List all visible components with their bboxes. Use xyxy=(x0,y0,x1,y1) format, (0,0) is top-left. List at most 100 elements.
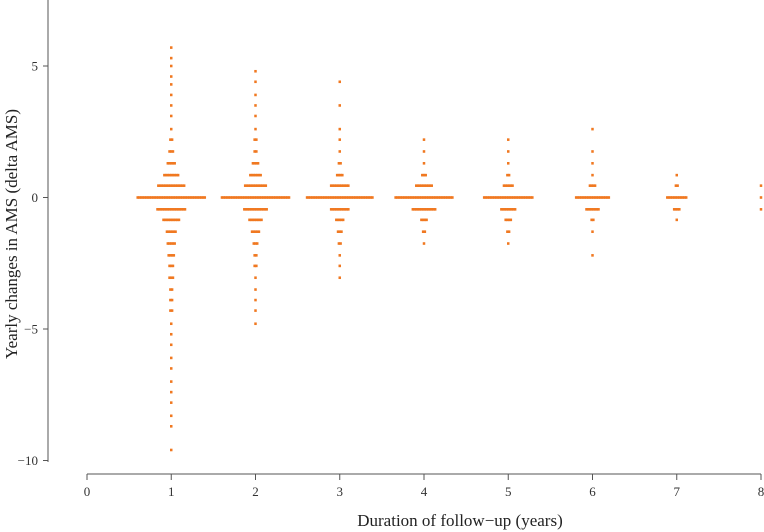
data-point xyxy=(669,196,672,199)
data-point xyxy=(359,196,362,199)
data-point xyxy=(244,196,248,199)
data-point xyxy=(333,184,336,187)
x-tick-label: 5 xyxy=(505,484,512,499)
data-point xyxy=(284,196,287,199)
data-point xyxy=(170,401,173,404)
data-point xyxy=(254,173,257,177)
data-point xyxy=(160,184,164,187)
data-point xyxy=(430,184,433,187)
data-point xyxy=(156,208,159,211)
data-point xyxy=(333,208,336,211)
data-point xyxy=(353,196,357,199)
data-point xyxy=(512,196,515,199)
data-point xyxy=(254,184,257,187)
data-point xyxy=(341,173,344,177)
data-point xyxy=(507,208,510,211)
data-point xyxy=(513,208,517,211)
data-point xyxy=(350,196,354,199)
data-point xyxy=(445,196,449,199)
data-point xyxy=(672,196,676,199)
data-point xyxy=(248,218,251,222)
data-point xyxy=(508,208,512,211)
data-point xyxy=(255,218,258,222)
data-point xyxy=(422,138,426,141)
data-point xyxy=(341,218,345,222)
data-point xyxy=(194,196,198,199)
data-point xyxy=(170,173,173,177)
data-point xyxy=(336,196,340,199)
data-point xyxy=(176,218,179,222)
data-point xyxy=(360,196,364,199)
data-point xyxy=(169,288,172,291)
data-point xyxy=(607,196,611,199)
data-point xyxy=(255,173,259,177)
data-point xyxy=(254,309,257,312)
data-point xyxy=(506,218,509,222)
data-point xyxy=(176,173,180,177)
data-point xyxy=(444,196,447,199)
data-point xyxy=(591,173,594,177)
y-tick-label: 5 xyxy=(32,59,39,74)
data-point xyxy=(674,196,678,199)
data-point xyxy=(347,208,350,211)
data-point xyxy=(424,173,427,177)
data-point xyxy=(150,196,153,199)
data-point xyxy=(435,196,439,199)
data-point xyxy=(338,254,341,257)
data-point xyxy=(338,138,341,141)
data-point xyxy=(173,173,176,177)
data-point xyxy=(170,309,174,312)
data-point xyxy=(421,230,425,233)
data-point xyxy=(423,208,427,211)
data-point xyxy=(158,184,162,187)
data-point xyxy=(338,184,341,187)
data-point xyxy=(593,184,597,187)
data-point xyxy=(171,173,175,177)
data-point xyxy=(177,184,181,187)
data-point xyxy=(166,162,170,165)
data-point xyxy=(415,184,418,187)
data-point xyxy=(340,218,343,222)
data-point xyxy=(341,208,345,211)
data-point xyxy=(255,242,259,245)
data-point xyxy=(591,127,594,131)
data-point xyxy=(366,196,369,199)
data-point xyxy=(586,208,590,211)
data-point xyxy=(312,196,316,199)
data-point xyxy=(170,367,173,370)
data-point xyxy=(328,196,331,199)
data-point xyxy=(604,196,607,199)
data-point xyxy=(338,264,341,268)
data-point xyxy=(593,208,597,211)
data-point xyxy=(232,196,236,199)
data-point xyxy=(675,173,678,177)
data-point xyxy=(261,208,265,211)
data-point xyxy=(255,184,259,187)
data-point xyxy=(252,184,256,187)
data-point xyxy=(153,196,157,199)
data-point xyxy=(362,196,366,199)
data-point xyxy=(340,196,343,199)
data-point xyxy=(234,196,237,199)
data-point xyxy=(317,196,321,199)
data-point xyxy=(511,184,514,187)
data-point xyxy=(519,196,522,199)
data-point xyxy=(336,230,340,233)
data-point xyxy=(592,196,595,199)
data-point xyxy=(155,196,158,199)
data-point xyxy=(170,138,174,141)
data-point xyxy=(503,208,507,211)
data-point xyxy=(170,242,173,245)
data-point xyxy=(259,184,262,187)
data-point xyxy=(420,184,423,187)
data-point xyxy=(170,414,173,418)
data-point xyxy=(510,208,513,211)
data-point xyxy=(427,208,430,211)
data-point xyxy=(494,196,498,199)
data-point xyxy=(451,196,454,199)
data-point xyxy=(171,208,175,211)
data-point xyxy=(163,208,166,211)
data-point xyxy=(486,196,489,199)
data-point xyxy=(591,162,594,165)
data-point xyxy=(265,196,268,199)
